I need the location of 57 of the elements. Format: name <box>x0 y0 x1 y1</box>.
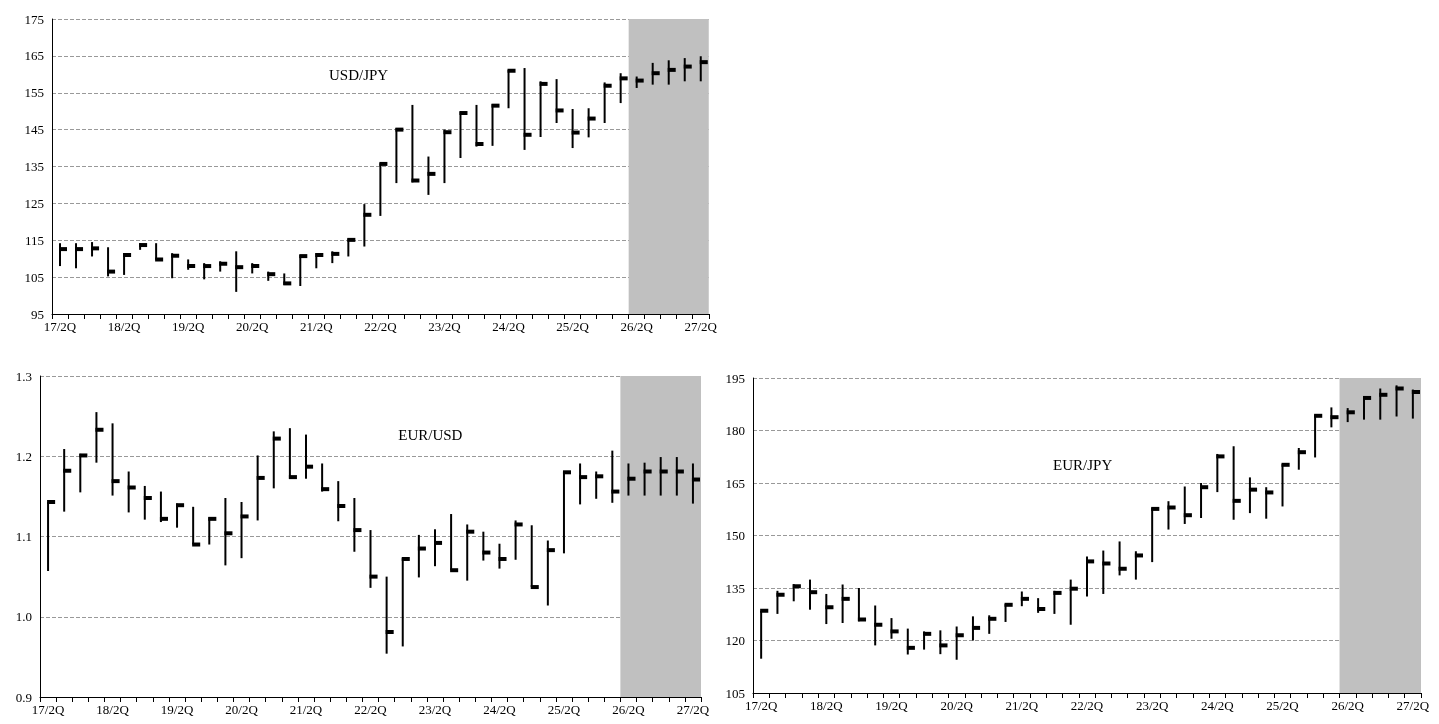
y-tick-label: 0.9 <box>15 689 32 705</box>
y-tick-label: 1.1 <box>15 529 32 544</box>
y-tick-label: 145 <box>24 122 44 138</box>
x-tick-label: 20/2Q <box>235 319 270 334</box>
x-tick-label: 23/2Q <box>1135 698 1170 713</box>
x-tick-label: 18/2Q <box>810 698 844 713</box>
y-tick-label: 135 <box>725 580 745 596</box>
y-tick-label: 1.0 <box>15 609 32 625</box>
x-tick-label: 18/2Q <box>96 702 130 717</box>
x-tick-label: 17/2Q <box>43 319 77 334</box>
y-tick-label: 180 <box>725 423 745 438</box>
y-tick-label: 165 <box>725 475 745 491</box>
x-tick-label: 20/2Q <box>225 702 259 717</box>
x-tick-label: 27/2Q <box>676 702 710 717</box>
x-tick-label: 26/2Q <box>1331 698 1365 713</box>
y-tick-label: 115 <box>24 232 44 248</box>
x-tick-label: 26/2Q <box>620 319 654 334</box>
x-tick-label: 24/2Q <box>483 702 517 717</box>
x-tick-label: 19/2Q <box>171 319 206 334</box>
x-tick-label: 27/2Q <box>1396 698 1430 713</box>
x-tick-label: 25/2Q <box>1266 698 1300 713</box>
x-tick-label: 18/2Q <box>107 319 141 334</box>
text: USD/JPY <box>329 66 389 83</box>
x-tick-label: 24/2Q <box>492 319 526 334</box>
x-tick-label: 21/2Q <box>289 702 323 717</box>
x-tick-label: 21/2Q <box>300 319 334 334</box>
x-tick-label: 22/2Q <box>1070 698 1104 713</box>
y-tick-label: 165 <box>24 48 44 64</box>
text: EUR/USD <box>398 426 463 443</box>
x-tick-label: 19/2Q <box>875 698 909 713</box>
y-tick-label: 1.2 <box>15 448 32 464</box>
y-tick-label: 95 <box>31 306 44 322</box>
x-tick-label: 23/2Q <box>418 702 452 717</box>
y-tick-label: 105 <box>725 685 745 701</box>
text: EUR/JPY <box>1053 456 1113 473</box>
x-tick-label: 25/2Q <box>556 319 590 334</box>
y-tick-label: 125 <box>24 195 44 211</box>
x-tick-label: 19/2Q <box>160 702 194 717</box>
x-tick-label: 25/2Q <box>547 702 581 717</box>
x-tick-label: 22/2Q <box>364 319 398 334</box>
y-tick-label: 155 <box>24 85 44 101</box>
y-tick-label: 175 <box>24 11 44 27</box>
y-tick-label: 1.3 <box>15 368 32 384</box>
x-tick-label: 17/2Q <box>744 698 779 713</box>
x-tick-label: 22/2Q <box>354 702 388 717</box>
y-tick-label: 195 <box>725 370 745 386</box>
x-tick-label: 26/2Q <box>612 702 646 717</box>
y-tick-label: 105 <box>24 269 44 285</box>
x-tick-label: 21/2Q <box>1005 698 1039 713</box>
x-tick-label: 20/2Q <box>940 698 974 713</box>
y-tick-label: 150 <box>725 528 745 543</box>
x-tick-label: 23/2Q <box>428 319 462 334</box>
y-tick-label: 120 <box>725 633 745 648</box>
x-tick-label: 24/2Q <box>1201 698 1235 713</box>
y-tick-label: 135 <box>24 159 44 174</box>
x-tick-label: 27/2Q <box>684 319 718 334</box>
x-tick-label: 17/2Q <box>31 702 65 717</box>
